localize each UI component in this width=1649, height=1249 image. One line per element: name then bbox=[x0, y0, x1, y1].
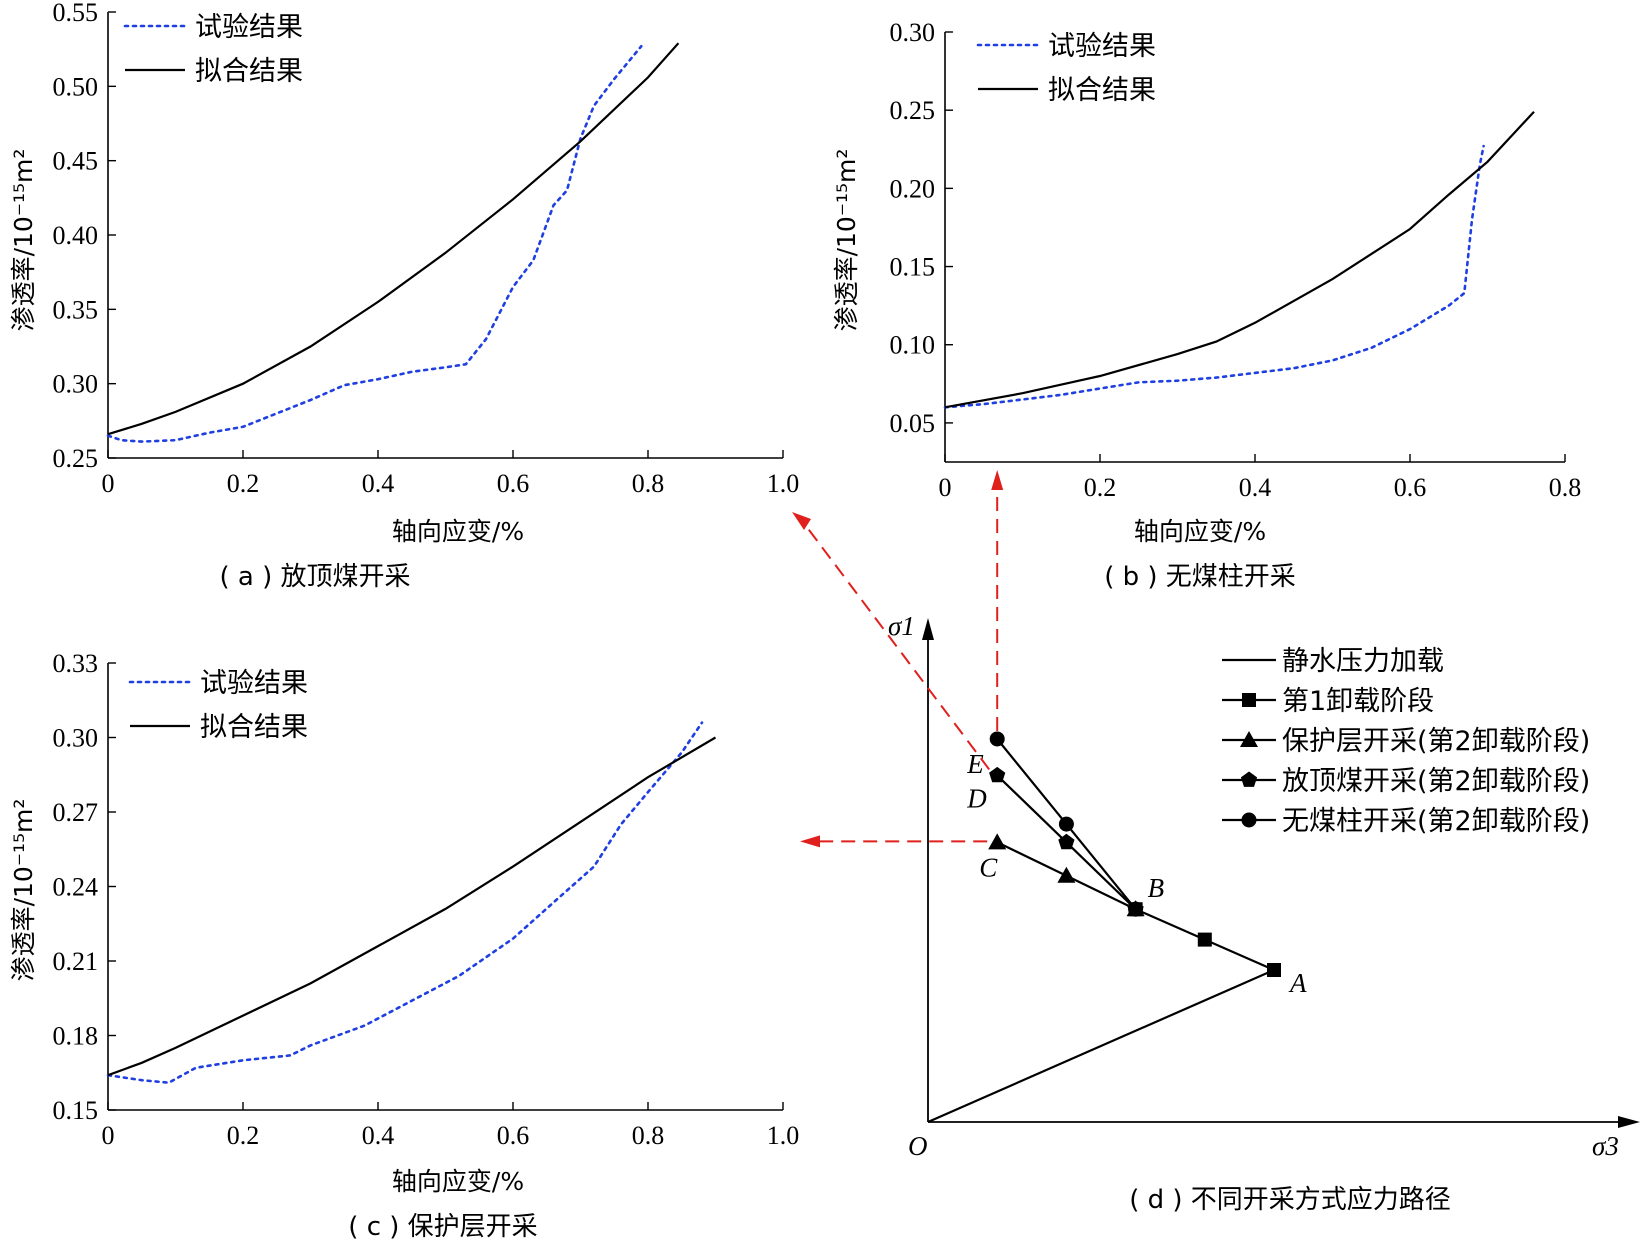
panel-a-xtick-label: 0.6 bbox=[497, 469, 530, 498]
panel-d-legend-marker-square bbox=[1242, 693, 1256, 707]
panel-a-xtick-label: 0 bbox=[102, 469, 115, 498]
panel-a-ytick-label: 0.35 bbox=[53, 295, 99, 324]
panel-c-ytick-label: 0.27 bbox=[53, 798, 99, 827]
panel-c-ytick-label: 0.24 bbox=[53, 873, 99, 902]
panel-b-ytick-label: 0.25 bbox=[890, 96, 936, 125]
panel-c-xtick-label: 0.6 bbox=[497, 1121, 530, 1150]
panel-d-legend-marker-pentagon bbox=[1240, 771, 1258, 787]
panel-d-point-label: A bbox=[1288, 968, 1307, 998]
panel-d-point-pentagon bbox=[1058, 833, 1075, 850]
panel-d-legend-label: 放顶煤开采(第2卸载阶段) bbox=[1282, 766, 1590, 797]
panel-c-xlabel: 轴向应变/% bbox=[392, 1167, 524, 1196]
panel-c-ytick-label: 0.33 bbox=[53, 649, 99, 678]
panel-b-ytick-label: 0.05 bbox=[890, 409, 936, 438]
panel-d-caption: ( d ) 不同开采方式应力路径 bbox=[1129, 1185, 1451, 1215]
panel-d-point-square bbox=[1267, 963, 1281, 977]
panel-b-xtick-label: 0.8 bbox=[1549, 473, 1582, 502]
panel-c-ytick-label: 0.15 bbox=[53, 1096, 99, 1125]
panel-b-xtick-label: 0.2 bbox=[1084, 473, 1117, 502]
panel-c-series-test-line bbox=[106, 721, 704, 1085]
panel-d-point-square bbox=[1197, 932, 1212, 947]
panel-a-xtick-label: 1.0 bbox=[767, 469, 800, 498]
panel-d-legend-marker-circle bbox=[1241, 812, 1257, 828]
panel-c-xtick-label: 0.8 bbox=[632, 1121, 665, 1150]
panel-d-origin-label: O bbox=[908, 1131, 928, 1161]
panel-c-xtick-label: 1.0 bbox=[767, 1121, 800, 1150]
panel-d-point-label: E bbox=[966, 749, 984, 779]
panel-d-xlabel: σ3 bbox=[1592, 1131, 1619, 1161]
panel-d-legend-label: 第1卸载阶段 bbox=[1282, 686, 1434, 717]
panel-a-ytick-label: 0.45 bbox=[53, 147, 99, 176]
panel-d-legend-label: 静水压力加载 bbox=[1282, 646, 1444, 677]
panel-a-ytick-label: 0.30 bbox=[53, 370, 99, 399]
panel-a-ylabel: 渗透率/10⁻¹⁵m² bbox=[9, 149, 38, 332]
panel-d-point-pentagon bbox=[989, 766, 1006, 783]
panel-c-legend-label: 试验结果 bbox=[200, 668, 308, 699]
panel-d-point-circle bbox=[1058, 816, 1074, 832]
panel-d-sigma3-arrow-icon bbox=[1618, 1116, 1640, 1128]
panel-d-arrow-to-a bbox=[799, 517, 990, 771]
panel-c-ytick-label: 0.21 bbox=[53, 947, 99, 976]
panel-a-legend-label: 拟合结果 bbox=[195, 56, 303, 87]
panel-a-caption: ( a ) 放顶煤开采 bbox=[219, 562, 410, 592]
panel-d-point-label: C bbox=[979, 852, 998, 882]
panel-c-xtick-label: 0.4 bbox=[362, 1121, 395, 1150]
panel-d-legend-label: 保护层开采(第2卸载阶段) bbox=[1282, 726, 1590, 757]
panel-d-legend-label: 无煤柱开采(第2卸载阶段) bbox=[1282, 806, 1590, 837]
panel-d-arrowhead-b-icon bbox=[991, 470, 1004, 490]
panel-b-caption: ( b ) 无煤柱开采 bbox=[1104, 562, 1296, 592]
panel-d-arrowhead-c-icon bbox=[800, 835, 820, 848]
panel-a-xtick-label: 0.8 bbox=[632, 469, 665, 498]
panel-d-arrowhead-a-icon bbox=[792, 512, 811, 530]
panel-a-ytick-label: 0.55 bbox=[53, 0, 99, 27]
panel-c-xtick-label: 0 bbox=[102, 1121, 115, 1150]
panel-b-xtick-label: 0.6 bbox=[1394, 473, 1427, 502]
panel-a-ytick-label: 0.50 bbox=[53, 72, 99, 101]
panel-b-ytick-label: 0.20 bbox=[890, 174, 936, 203]
panel-b-ylabel: 渗透率/10⁻¹⁵m² bbox=[832, 149, 861, 332]
panel-c-chart: 0 0.2 0.4 0.6 0.8 1.0 0.15 0.18 0.21 0.24 0.27 0.30… bbox=[53, 649, 800, 1150]
panel-d-legend-marker-triangle bbox=[1240, 731, 1258, 747]
panel-b-legend-label: 拟合结果 bbox=[1048, 75, 1156, 106]
panel-b-ytick-label: 0.15 bbox=[890, 253, 936, 282]
panel-d-point-label: B bbox=[1148, 873, 1165, 903]
panel-c-ytick-label: 0.30 bbox=[53, 724, 99, 753]
panel-b-series-test-line bbox=[943, 144, 1485, 409]
panel-c-xtick-label: 0.2 bbox=[227, 1121, 260, 1150]
panel-d-sigma1-arrow-icon bbox=[922, 618, 934, 640]
panel-c-ylabel: 渗透率/10⁻¹⁵m² bbox=[9, 799, 38, 982]
panel-b-xlabel: 轴向应变/% bbox=[1134, 517, 1266, 546]
panel-d-point-label: D bbox=[966, 783, 987, 813]
panel-a-series-test-line bbox=[106, 44, 643, 443]
panel-b-series-fit-line bbox=[944, 110, 1535, 409]
panel-a-xtick-label: 0.2 bbox=[227, 469, 260, 498]
panel-b-xtick-label: 0 bbox=[939, 473, 952, 502]
panel-d-ylabel: σ1 bbox=[888, 611, 915, 641]
panel-a-ytick-label: 0.25 bbox=[53, 444, 99, 473]
panel-d-point-triangle bbox=[988, 833, 1007, 850]
panel-a-xlabel: 轴向应变/% bbox=[392, 517, 524, 546]
panel-d-point-circle bbox=[1128, 901, 1144, 917]
panel-a-xtick-label: 0.4 bbox=[362, 469, 395, 498]
panel-a-legend-label: 试验结果 bbox=[195, 12, 303, 43]
panel-c-legend-label: 拟合结果 bbox=[200, 712, 308, 743]
panel-b-ytick-label: 0.10 bbox=[890, 331, 936, 360]
panel-c-series-fit-line bbox=[107, 736, 717, 1077]
panel-b-chart: 0 0.2 0.4 0.6 0.8 0.05 0.10 0.15 0.20 0.25 0.30 试验结… bbox=[890, 18, 1582, 502]
panel-c-caption: ( c ) 保护层开采 bbox=[348, 1212, 537, 1242]
panel-b-legend-label: 试验结果 bbox=[1048, 31, 1156, 62]
panel-a-ytick-label: 0.40 bbox=[53, 221, 99, 250]
panel-d-point-circle bbox=[989, 731, 1005, 747]
panel-c-ytick-label: 0.18 bbox=[53, 1022, 99, 1051]
panel-b-ytick-label: 0.30 bbox=[890, 18, 936, 47]
panel-b-xtick-label: 0.4 bbox=[1239, 473, 1272, 502]
panel-a-chart: 0 0.2 0.4 0.6 0.8 1.0 0.25 0.30 0.35 0.40 0.45 0.50… bbox=[53, 0, 800, 498]
panel-a-series-fit-line bbox=[107, 42, 680, 436]
panel-d-point-triangle bbox=[1057, 866, 1076, 883]
panel-d-path-loading bbox=[927, 968, 1275, 1124]
